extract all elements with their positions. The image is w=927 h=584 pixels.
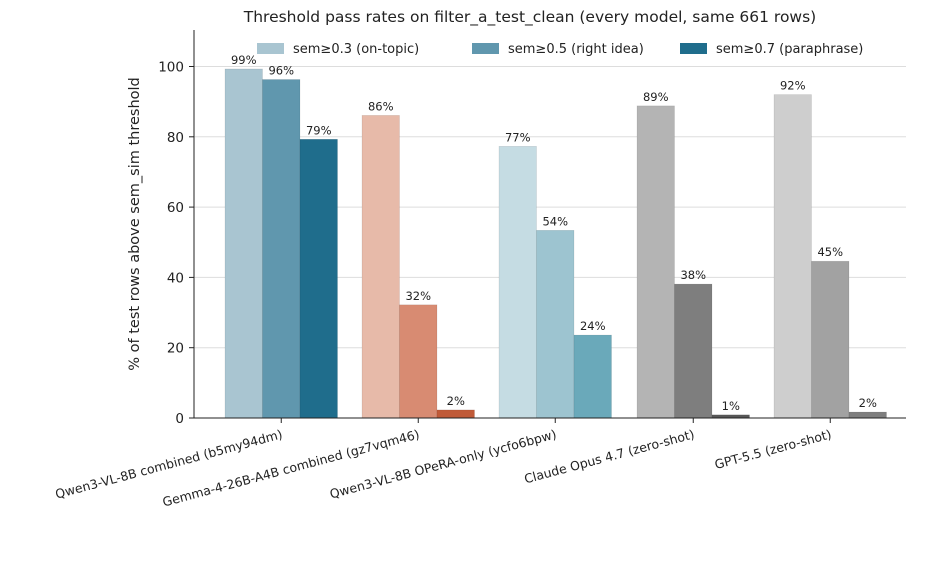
- legend-swatch: [257, 43, 284, 54]
- bar: [299, 138, 338, 419]
- bar-data-label: 99%: [231, 53, 257, 67]
- bar-data-label: 79%: [306, 123, 332, 137]
- x-axis-ticks: Qwen3-VL-8B combined (b5my94dm)Gemma-4-2…: [54, 418, 833, 510]
- bar-data-label: 92%: [780, 79, 806, 93]
- bar-data-label: 2%: [859, 396, 877, 410]
- legend-label: sem≥0.7 (paraphrase): [716, 42, 863, 57]
- y-tick-label: 100: [158, 60, 184, 76]
- bars: [224, 68, 887, 419]
- bar: [536, 229, 575, 419]
- bar: [773, 94, 812, 419]
- bar: [674, 283, 713, 419]
- y-axis-label: % of test rows above sem_sim threshold: [127, 77, 143, 371]
- bar: [224, 68, 263, 419]
- bar: [436, 409, 475, 419]
- y-tick-label: 60: [167, 200, 184, 216]
- y-axis-ticks: 0 20 40 60 80 100: [158, 60, 194, 427]
- bar-data-labels: 99% 96% 79% 86% 32% 2% 77% 54% 24% 89% 38% 1% 92% 45%…: [231, 53, 877, 413]
- legend-label: sem≥0.5 (right idea): [508, 42, 644, 57]
- y-tick-label: 40: [167, 270, 184, 286]
- x-tick-label: Gemma-4-26B-A4B combined (gz7vqm46): [161, 426, 421, 509]
- bar: [573, 334, 612, 419]
- axes: [193, 30, 906, 419]
- y-tick-label: 20: [167, 341, 184, 357]
- bar: [361, 115, 400, 419]
- bar: [498, 145, 537, 419]
- bar-data-label: 77%: [505, 130, 531, 144]
- bar-data-label: 96%: [268, 64, 294, 78]
- bar: [636, 105, 675, 419]
- legend-swatch: [472, 43, 499, 54]
- bar: [848, 411, 887, 419]
- chart-title: Threshold pass rates on filter_a_test_cl…: [243, 8, 816, 27]
- bar-data-label: 2%: [447, 394, 465, 408]
- bar: [262, 79, 301, 419]
- bar-data-label: 38%: [680, 268, 706, 282]
- bar-data-label: 24%: [580, 319, 606, 333]
- bar-data-label: 86%: [368, 99, 394, 113]
- bar-data-label: 1%: [722, 399, 740, 413]
- x-tick-label: GPT-5.5 (zero-shot): [713, 426, 833, 472]
- legend-swatch: [680, 43, 707, 54]
- x-tick-label: Qwen3-VL-8B OPeRA-only (ycfo6bpw): [328, 426, 558, 501]
- bar: [811, 260, 850, 419]
- y-tick-label: 80: [167, 130, 184, 146]
- bar-data-label: 45%: [817, 245, 843, 259]
- bar-data-label: 89%: [643, 90, 669, 104]
- bar-data-label: 54%: [542, 214, 568, 228]
- bar-data-label: 32%: [405, 289, 431, 303]
- y-tick-label: 0: [175, 411, 184, 427]
- bar: [399, 304, 438, 419]
- legend-label: sem≥0.3 (on-topic): [293, 42, 419, 57]
- legend: sem≥0.3 (on-topic) sem≥0.5 (right idea) se…: [257, 42, 863, 57]
- x-tick-label: Qwen3-VL-8B combined (b5my94dm): [54, 426, 284, 501]
